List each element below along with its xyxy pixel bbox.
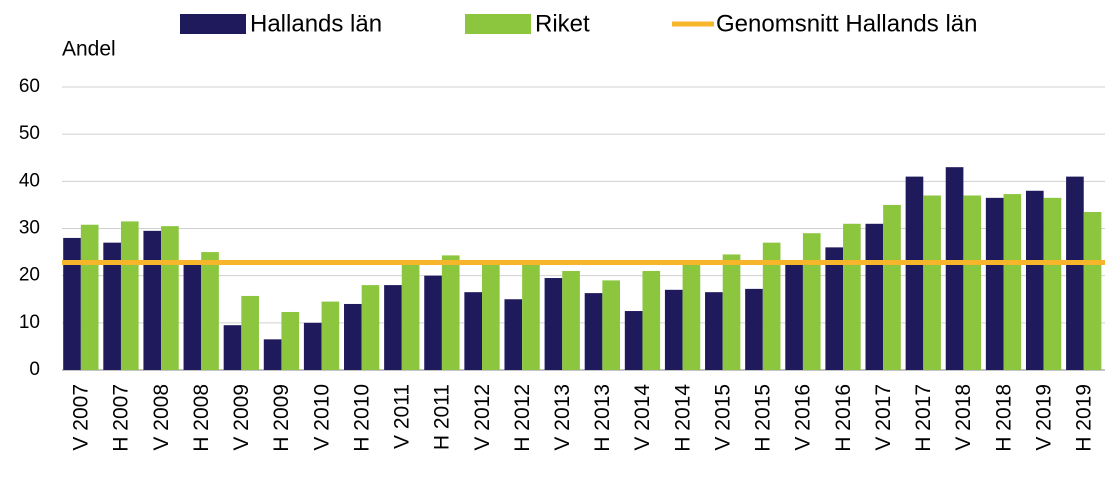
legend: Hallands län Riket Genomsnitt Hallands län — [180, 10, 977, 37]
x-tick-label: H 2012 — [511, 384, 534, 452]
bar — [103, 242, 121, 370]
legend-swatch — [180, 14, 246, 34]
bar — [504, 299, 523, 370]
bar — [865, 223, 884, 370]
bar — [361, 285, 380, 370]
legend-label: Hallands län — [250, 10, 382, 37]
bar — [321, 301, 340, 370]
x-tick-label: H 2011 — [431, 384, 454, 450]
x-tick-label: V 2007 — [70, 384, 93, 451]
bar — [562, 270, 580, 370]
x-tick-label: H 2008 — [190, 384, 213, 452]
bar — [544, 278, 563, 370]
bar — [642, 270, 661, 370]
bar — [985, 197, 1004, 370]
bar — [522, 263, 540, 370]
x-tick-label: H 2013 — [591, 384, 614, 452]
x-tick-label: H 2014 — [671, 384, 694, 452]
x-tick-label: H 2019 — [1072, 384, 1095, 452]
x-tick-label: V 2015 — [711, 384, 734, 451]
bar — [1003, 194, 1022, 370]
bar — [281, 311, 300, 370]
y-axis-title: Andel — [62, 38, 116, 61]
y-tick-label: 20 — [19, 265, 40, 286]
bar — [464, 292, 483, 370]
bar — [602, 280, 621, 370]
bar — [705, 292, 723, 370]
bar — [384, 285, 402, 370]
bar — [682, 263, 701, 370]
bar — [63, 237, 81, 370]
y-tick-label: 30 — [19, 218, 40, 239]
bar — [745, 288, 763, 370]
bar — [624, 311, 643, 370]
y-tick-label: 40 — [19, 170, 40, 191]
x-tick-label: H 2016 — [832, 384, 855, 452]
bar — [722, 254, 741, 370]
bar — [905, 176, 924, 370]
x-tick-label: V 2012 — [471, 384, 494, 451]
bar — [923, 195, 941, 370]
x-tick-label: V 2009 — [230, 384, 253, 451]
bar — [664, 289, 683, 370]
bar — [584, 293, 603, 370]
bar — [120, 221, 139, 370]
bar — [183, 263, 202, 370]
x-tick-label: V 2011 — [391, 384, 414, 449]
bar — [143, 230, 162, 370]
bar — [843, 223, 861, 370]
bar — [401, 263, 420, 370]
bar — [223, 325, 242, 370]
x-tick-label: V 2014 — [631, 384, 654, 451]
bar — [303, 322, 322, 370]
bar — [1083, 211, 1102, 370]
x-tick-label: V 2008 — [150, 384, 173, 451]
x-tick-label: H 2007 — [110, 384, 133, 452]
x-tick-label: V 2016 — [792, 384, 815, 451]
bar — [1043, 197, 1062, 370]
legend-label: Genomsnitt Hallands län — [716, 10, 977, 37]
bar — [424, 275, 442, 370]
bar — [1066, 176, 1084, 370]
legend-label: Riket — [535, 10, 590, 37]
x-tick-label: V 2018 — [952, 384, 975, 451]
y-tick-label: 60 — [19, 76, 40, 97]
bar — [785, 263, 803, 370]
x-tick-label: H 2017 — [912, 384, 935, 452]
bar — [201, 252, 219, 370]
x-tick-label: V 2010 — [310, 384, 333, 451]
y-tick-label: 0 — [29, 359, 40, 380]
bar — [1025, 190, 1044, 370]
x-tick-label: V 2019 — [1032, 384, 1055, 451]
y-tick-label: 10 — [19, 312, 40, 333]
bar — [762, 242, 781, 370]
x-tick-label: V 2017 — [872, 384, 895, 451]
bar — [963, 195, 982, 370]
bar — [482, 263, 500, 370]
y-tick-label: 50 — [19, 123, 40, 144]
bar — [80, 224, 99, 370]
bar — [883, 204, 901, 370]
bar — [945, 167, 964, 370]
x-tick-label: H 2009 — [270, 384, 293, 452]
x-tick-label: V 2013 — [551, 384, 574, 451]
x-tick-label: H 2015 — [752, 384, 775, 452]
bar — [263, 339, 282, 370]
bar — [802, 233, 821, 370]
bar — [344, 303, 362, 370]
bar — [825, 247, 844, 370]
x-tick-label: H 2010 — [350, 384, 373, 452]
x-tick-label: H 2018 — [992, 384, 1015, 452]
bar — [241, 295, 259, 370]
bar — [161, 226, 179, 370]
bar — [441, 255, 460, 370]
legend-swatch — [465, 14, 531, 34]
